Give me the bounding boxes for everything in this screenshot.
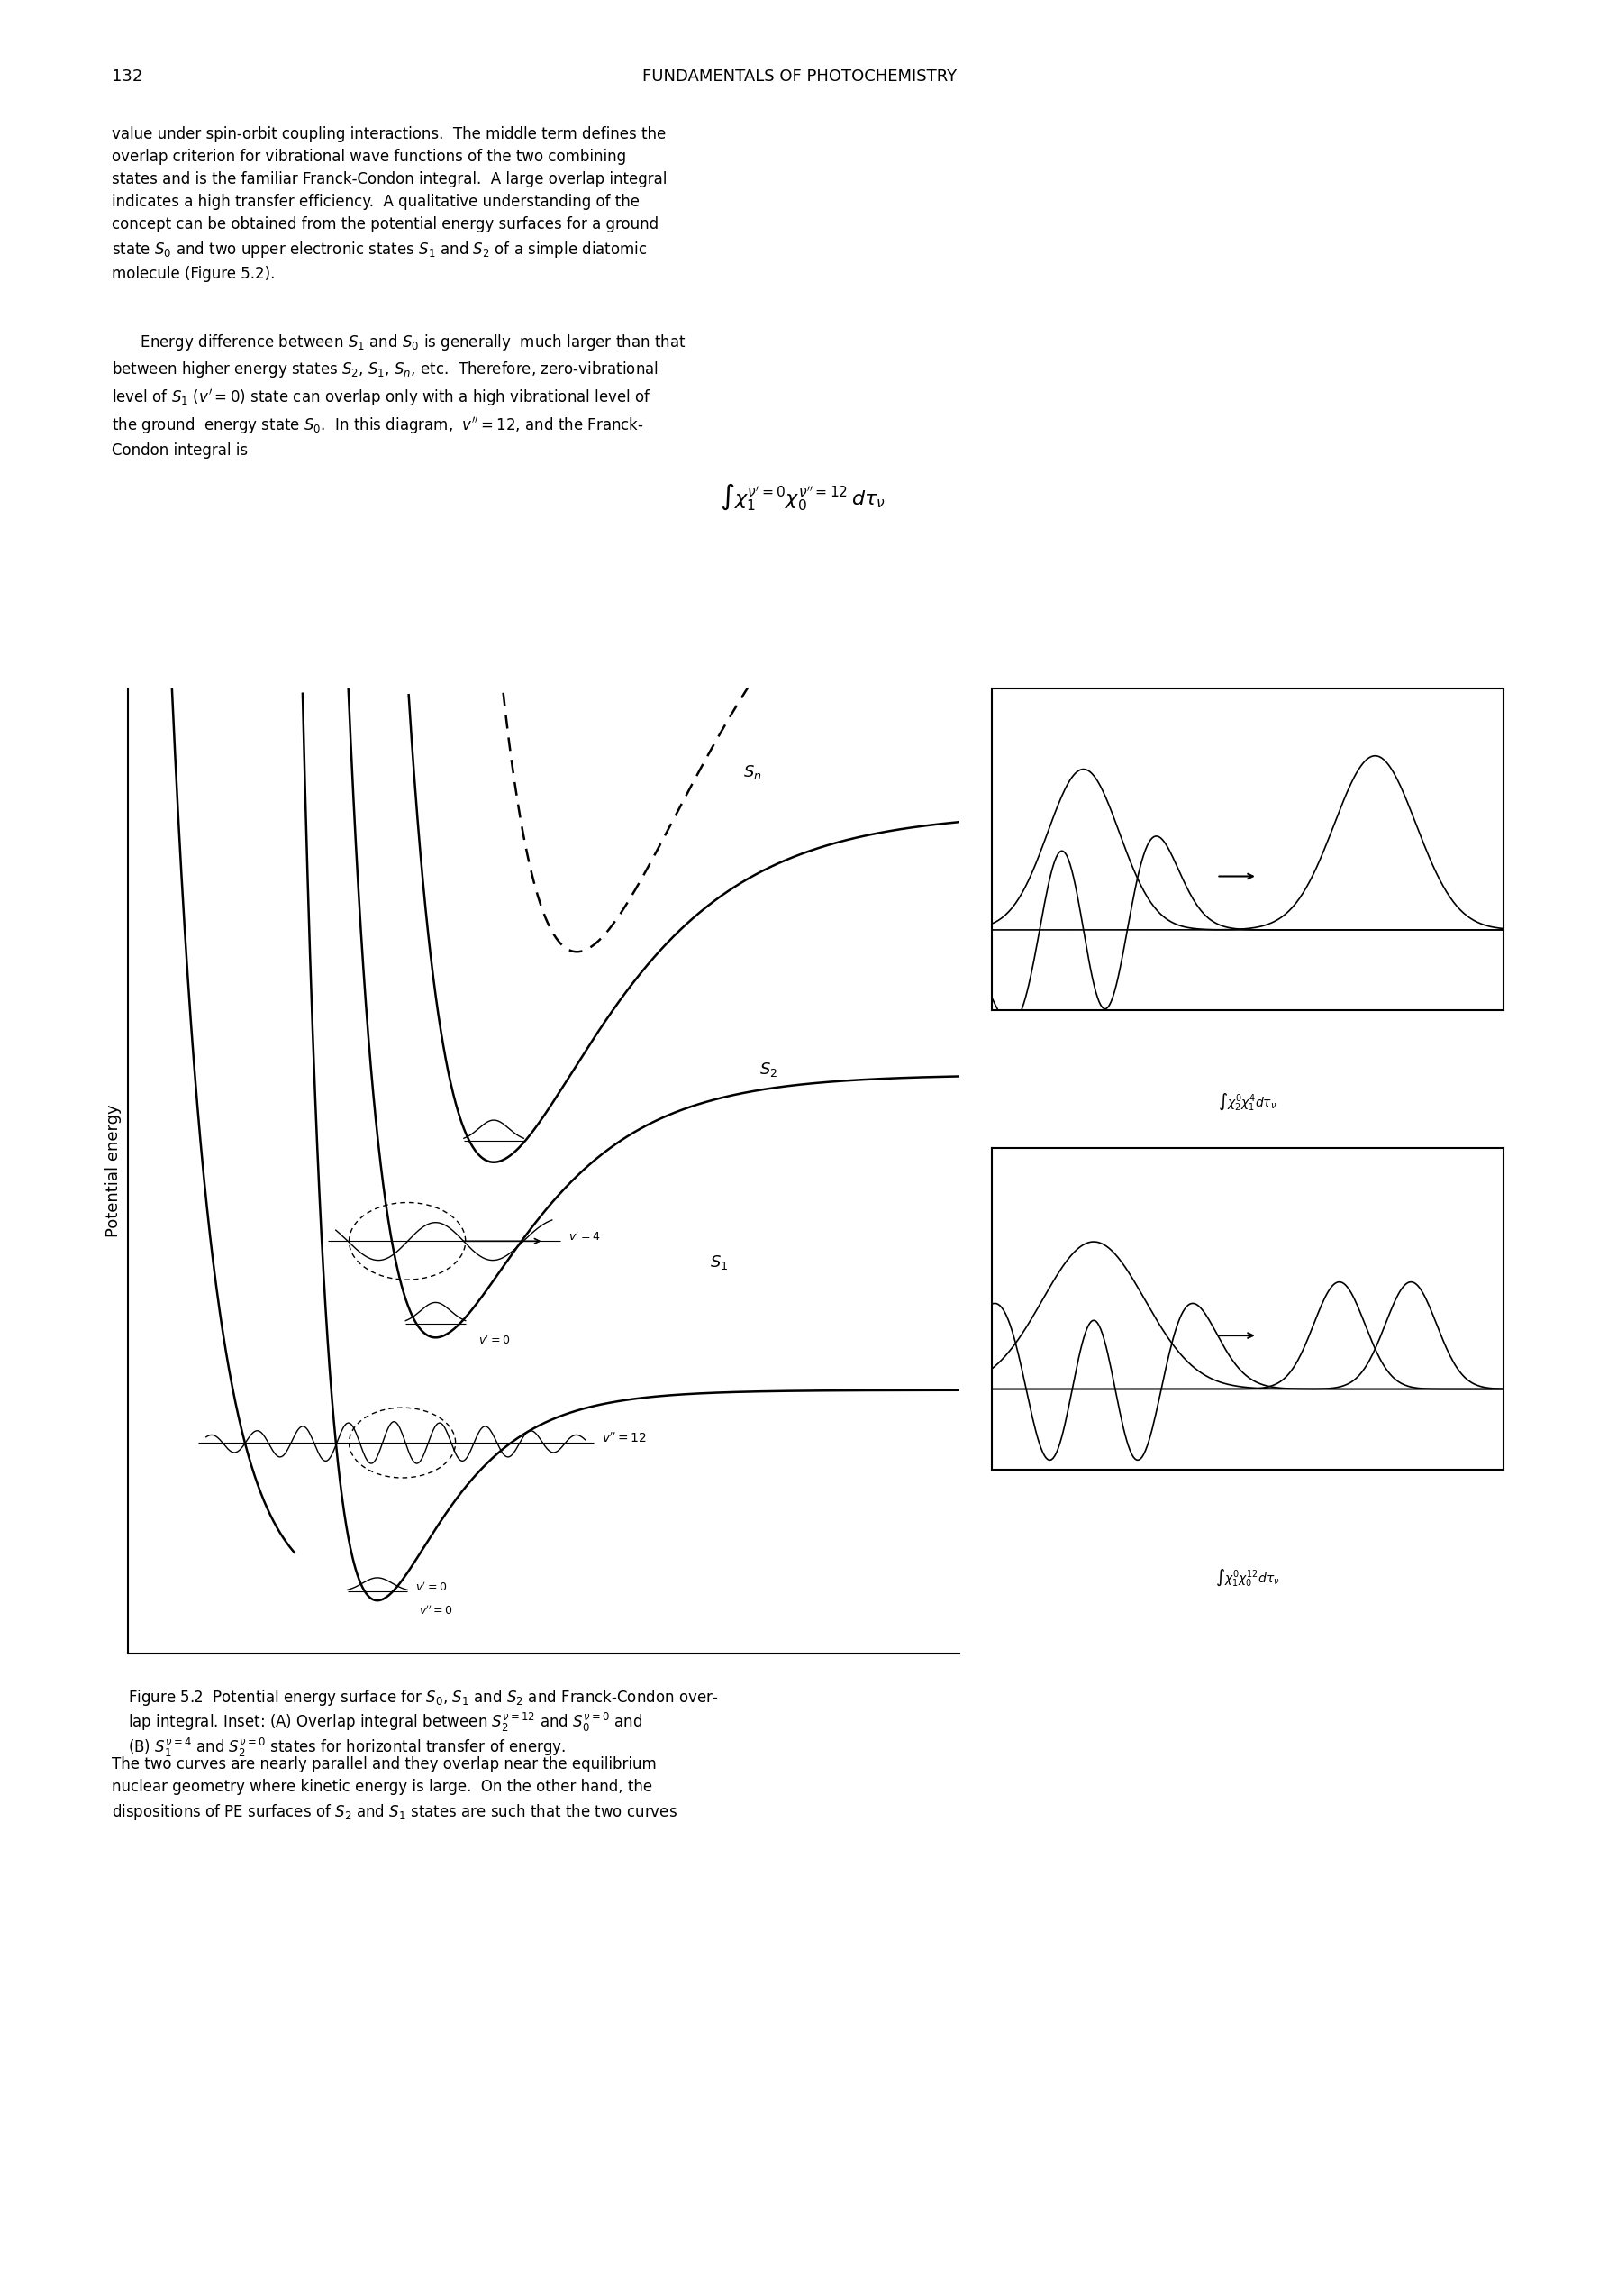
- Text: The two curves are nearly parallel and they overlap near the equilibrium
nuclear: The two curves are nearly parallel and t…: [112, 1756, 678, 1823]
- Text: Figure 5.2  Potential energy surface for $S_0$, $S_1$ and $S_2$ and Franck-Condo: Figure 5.2 Potential energy surface for …: [128, 1688, 718, 1759]
- Text: $\int \chi_1^0 \chi_0^{12} d\tau_\nu$: $\int \chi_1^0 \chi_0^{12} d\tau_\nu$: [1215, 1568, 1279, 1587]
- Y-axis label: Potential energy: Potential energy: [106, 1104, 122, 1238]
- Text: $v' = 0$: $v' = 0$: [478, 1334, 510, 1348]
- Text: $\int \chi_2^0 \chi_1^4 d\tau_\nu$: $\int \chi_2^0 \chi_1^4 d\tau_\nu$: [1218, 1093, 1276, 1111]
- Text: $S_2$: $S_2$: [760, 1061, 779, 1079]
- Text: $S_n$: $S_n$: [744, 762, 761, 781]
- Text: FUNDAMENTALS OF PHOTOCHEMISTRY: FUNDAMENTALS OF PHOTOCHEMISTRY: [643, 69, 956, 85]
- Text: $S_{1}$: $S_{1}$: [710, 1254, 728, 1272]
- Text: Energy difference between $S_1$ and $S_0$ is generally  much larger than that
be: Energy difference between $S_1$ and $S_0…: [112, 333, 686, 459]
- Text: $\int \chi_1^{\nu^\prime=0} \chi_0^{\nu^{\prime\prime}=12} \, d\tau_\nu$: $\int \chi_1^{\nu^\prime=0} \chi_0^{\nu^…: [720, 482, 886, 512]
- Text: $v'' = 0$: $v'' = 0$: [419, 1605, 453, 1616]
- Text: 132: 132: [112, 69, 142, 85]
- Text: $v' = 0$: $v' = 0$: [416, 1582, 448, 1593]
- Text: value under spin-orbit coupling interactions.  The middle term defines the
overl: value under spin-orbit coupling interact…: [112, 126, 667, 282]
- Text: $v'' = 12$: $v'' = 12$: [601, 1433, 646, 1446]
- Text: $v' = 4$: $v' = 4$: [569, 1231, 600, 1244]
